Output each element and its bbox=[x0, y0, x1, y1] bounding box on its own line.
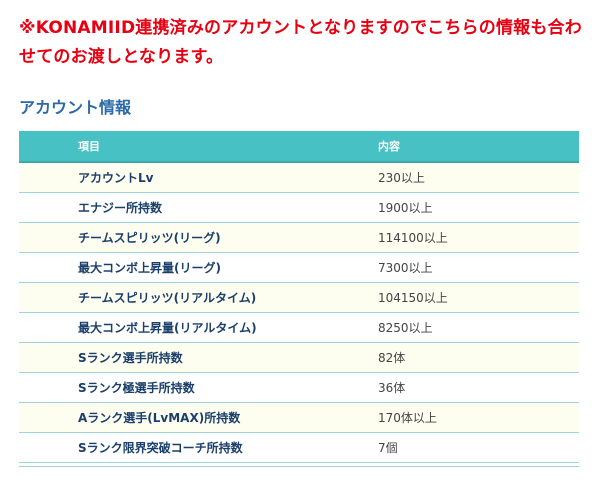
row-value: 7個 bbox=[358, 432, 579, 463]
account-info-table: 項目 内容 アカウントLv 230以上 エナジー所持数 1900以上 チームスピ… bbox=[19, 131, 579, 463]
account-notice: ※KONAMIID連携済みのアカウントとなりますのでこちらの情報も合わせてのお渡… bbox=[19, 18, 582, 67]
table-row: Sランク選手所持数 82体 bbox=[19, 342, 579, 373]
row-value: 7300以上 bbox=[358, 252, 579, 283]
row-item: チームスピリッツ(リアルタイム) bbox=[19, 282, 358, 313]
header-item: 項目 bbox=[19, 131, 358, 163]
table-row: Sランク極選手所持数 36体 bbox=[19, 372, 579, 403]
account-info-table-wrapper: 項目 内容 アカウントLv 230以上 エナジー所持数 1900以上 チームスピ… bbox=[19, 131, 579, 467]
table-row: チームスピリッツ(リアルタイム) 104150以上 bbox=[19, 282, 579, 313]
row-value: 104150以上 bbox=[358, 282, 579, 313]
table-row: Sランク限界突破コーチ所持数 7個 bbox=[19, 432, 579, 463]
row-item: Aランク選手(LvMAX)所持数 bbox=[19, 402, 358, 433]
row-item: 最大コンボ上昇量(リーグ) bbox=[19, 252, 358, 283]
row-value: 114100以上 bbox=[358, 222, 579, 253]
row-item: 最大コンボ上昇量(リアルタイム) bbox=[19, 312, 358, 343]
row-item: Sランク限界突破コーチ所持数 bbox=[19, 432, 358, 463]
row-value: 8250以上 bbox=[358, 312, 579, 343]
row-value: 82体 bbox=[358, 342, 579, 373]
table-row: エナジー所持数 1900以上 bbox=[19, 192, 579, 223]
header-value: 内容 bbox=[358, 131, 579, 163]
row-item: チームスピリッツ(リーグ) bbox=[19, 222, 358, 253]
row-item: Sランク選手所持数 bbox=[19, 342, 358, 373]
table-row: Aランク選手(LvMAX)所持数 170体以上 bbox=[19, 402, 579, 433]
table-row: チームスピリッツ(リーグ) 114100以上 bbox=[19, 222, 579, 253]
row-item: エナジー所持数 bbox=[19, 192, 358, 223]
row-item: Sランク極選手所持数 bbox=[19, 372, 358, 403]
table-bottom-rule bbox=[19, 463, 579, 467]
row-value: 1900以上 bbox=[358, 192, 579, 223]
row-value: 230以上 bbox=[358, 162, 579, 193]
row-value: 36体 bbox=[358, 372, 579, 403]
table-row: アカウントLv 230以上 bbox=[19, 162, 579, 193]
row-item: アカウントLv bbox=[19, 162, 358, 193]
table-header-row: 項目 内容 bbox=[19, 131, 579, 163]
row-value: 170体以上 bbox=[358, 402, 579, 433]
section-title: アカウント情報 bbox=[19, 98, 132, 117]
table-row: 最大コンボ上昇量(リーグ) 7300以上 bbox=[19, 252, 579, 283]
table-row: 最大コンボ上昇量(リアルタイム) 8250以上 bbox=[19, 312, 579, 343]
